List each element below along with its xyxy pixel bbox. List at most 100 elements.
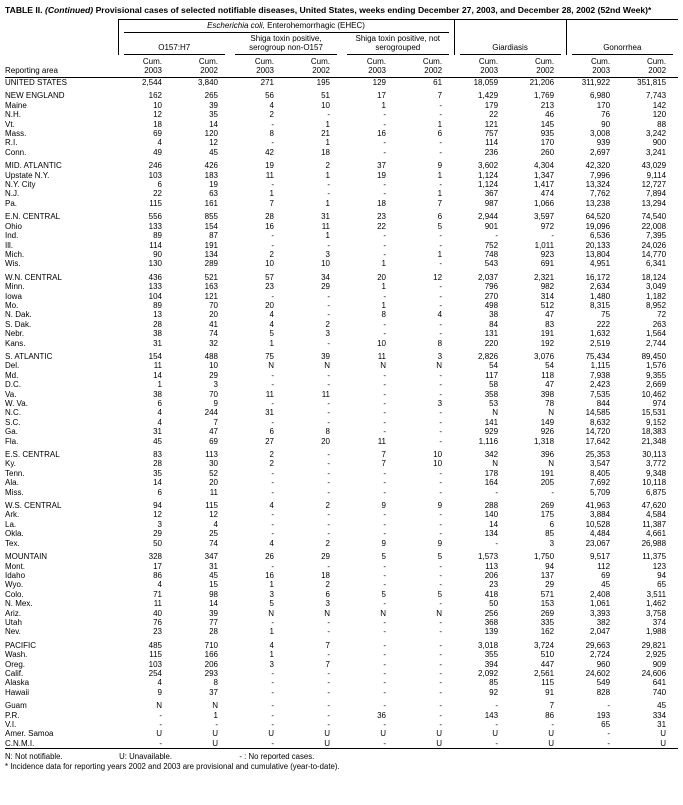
reporting-area-cell: Okla.	[5, 529, 24, 539]
table-row: La. 3 4 - - - - 14 6 10,528 11,387	[5, 520, 678, 529]
column-header-cum: Cum. 2003	[342, 55, 398, 78]
value-cell: 2	[325, 538, 330, 548]
reporting-area-cell: E.N. CENTRAL	[5, 212, 61, 222]
table-row: Ala. 14 20 - - - - 164 205 7,692 10,118	[5, 478, 678, 487]
value-cell: 2,544	[141, 78, 162, 87]
value-cell: 74,540	[641, 212, 667, 222]
footnote-incidence: * Incidence data for reporting years 200…	[5, 762, 340, 772]
table-row: Minn. 133 163 23 29 1 - 796 982 2,634 3,049	[5, 282, 678, 291]
value-cell: 34	[321, 272, 330, 282]
value-cell: -	[439, 291, 443, 301]
table-row: Ariz. 40 39 N N N N 256 269 3,393 3,758	[5, 609, 678, 618]
value-cell: N	[268, 608, 274, 618]
value-cell: 8	[325, 427, 330, 437]
value-cell: 367	[484, 189, 499, 199]
value-cell: -	[327, 510, 330, 520]
reporting-area-header: Reporting area	[5, 19, 118, 78]
value-cell: 123	[652, 561, 667, 571]
value-cell: 368	[484, 617, 499, 627]
value-cell: 94	[153, 501, 162, 511]
value-cell: 3	[325, 599, 330, 609]
value-cell: 549	[596, 678, 611, 688]
value-cell: 20	[377, 272, 386, 282]
value-cell: -	[327, 627, 330, 637]
column-header-cum: Cum. 2002	[510, 55, 567, 78]
value-cell: -	[439, 627, 443, 637]
value-cell: 10	[433, 450, 443, 460]
table-row: Pa. 115 161 7 1 18 7 987 1,066 13,238 13,294	[5, 199, 678, 208]
value-cell: 2,561	[534, 668, 555, 678]
value-cell: 1,124	[478, 180, 499, 190]
o157-h7-header: O157:H7	[117, 33, 230, 55]
value-cell: 23	[265, 282, 274, 292]
value-cell: -	[439, 180, 443, 190]
value-cell: 3	[269, 659, 274, 669]
value-cell: 3	[325, 329, 330, 339]
value-cell: -	[271, 678, 274, 688]
value-cell: U	[324, 729, 330, 739]
value-cell: -	[439, 147, 443, 157]
value-cell: 31	[209, 561, 218, 571]
table-row: Vt. 18 14 - 1 - 1 121 145 90 88	[5, 120, 678, 129]
value-cell: 13	[153, 310, 162, 320]
value-cell: 191	[204, 240, 218, 250]
value-cell: -	[383, 678, 386, 688]
value-cell: -	[271, 617, 274, 627]
value-cell: 5	[381, 589, 386, 599]
table-row: Mont. 17 31 - - - - 113 94 112 123	[5, 562, 678, 571]
value-cell: 193	[596, 710, 611, 720]
value-cell: -	[383, 427, 386, 437]
reporting-area-cell: Fla.	[5, 436, 19, 446]
value-cell: 6	[157, 399, 162, 408]
value-cell: 75	[601, 310, 611, 320]
table-row: Ind. 89 87 - 1 - - - - 6,536 7,395	[5, 231, 678, 240]
value-cell: 10,462	[641, 389, 667, 399]
value-cell: 1	[269, 189, 274, 199]
value-cell: -	[439, 138, 443, 148]
value-cell: 143	[484, 710, 499, 720]
value-cell: 161	[204, 198, 218, 208]
value-cell: 130	[148, 259, 162, 269]
value-cell: 15,531	[641, 408, 667, 418]
value-cell: -	[327, 710, 330, 720]
header-row-disease-group: Reporting area Escherichia coli, Enteroh…	[5, 19, 679, 78]
value-cell: -	[327, 678, 330, 688]
value-cell: 1	[269, 580, 274, 590]
reporting-area-cell: Minn.	[5, 282, 25, 292]
value-cell: 36	[377, 710, 386, 720]
value-cell: -	[439, 468, 443, 478]
reporting-area-cell: Md.	[5, 370, 19, 380]
value-cell: 112	[597, 561, 611, 571]
value-cell: -	[327, 450, 330, 460]
value-cell: 3,242	[646, 129, 667, 139]
value-cell: 114	[485, 138, 499, 148]
value-cell: 83	[153, 450, 162, 460]
value-cell: -	[439, 100, 443, 110]
value-cell: -	[607, 729, 611, 739]
value-cell: U	[548, 729, 555, 739]
value-cell: 85	[489, 678, 499, 688]
value-cell: U	[212, 729, 218, 739]
table-row: Md. 14 29 - - - - 117 118 7,938 9,355	[5, 371, 678, 380]
value-cell: 1	[381, 282, 386, 292]
reporting-area-cell: E.S. CENTRAL	[5, 450, 60, 460]
value-cell: 30	[209, 459, 218, 469]
value-cell: 1	[325, 119, 330, 129]
value-cell: 179	[484, 100, 499, 110]
value-cell: 12,727	[641, 180, 667, 190]
reporting-area-cell: W. Va.	[5, 399, 28, 408]
value-cell: 118	[541, 370, 555, 380]
value-cell: 89,450	[641, 351, 667, 361]
value-cell: 488	[204, 351, 218, 361]
value-cell: -	[439, 640, 443, 650]
table-row: N.Y. City 6 19 - - - - 1,124 1,417 13,324 12,727	[5, 180, 678, 189]
value-cell: 396	[540, 450, 555, 460]
value-cell: 115	[205, 501, 218, 511]
value-cell: 269	[540, 608, 555, 618]
value-cell: 1	[269, 650, 274, 660]
value-cell: 113	[205, 450, 218, 460]
value-cell: 2,697	[590, 147, 611, 157]
value-cell: -	[439, 231, 443, 241]
table-row: Nev. 23 28 1 - - - 139 162 2,047 1,988	[5, 627, 678, 636]
value-cell: 104	[148, 291, 162, 301]
